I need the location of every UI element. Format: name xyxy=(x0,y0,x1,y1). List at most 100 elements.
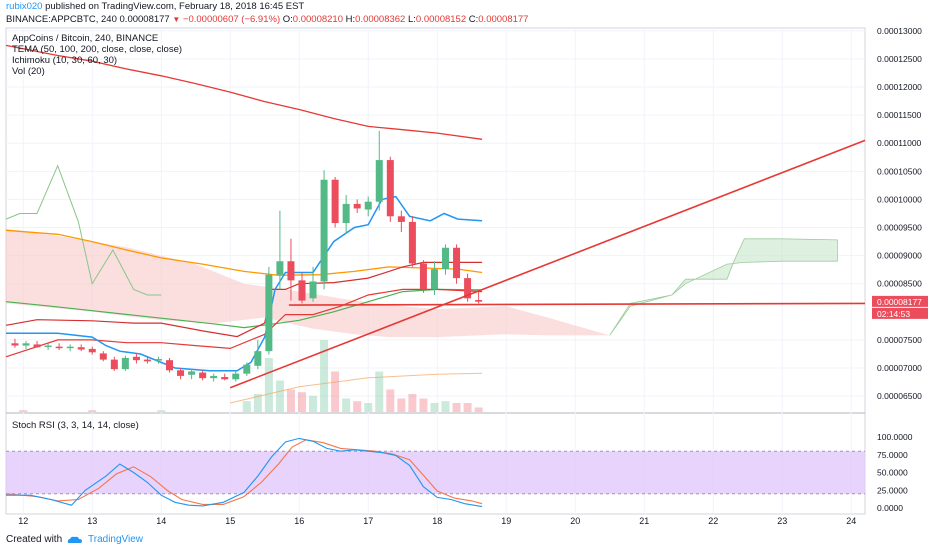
price-tick-label: 0.00011000 xyxy=(877,138,922,148)
ichimoku-cloud xyxy=(6,228,838,338)
candle-body xyxy=(386,160,394,217)
candle-body xyxy=(364,201,372,210)
time-axis[interactable]: 12 13 14 15 16 17 18 19 20 21 22 23 24 xyxy=(18,516,856,526)
volume-bar xyxy=(19,410,28,412)
ichimoku-lagging-line xyxy=(5,164,162,296)
legend-vol: Vol (20) xyxy=(12,66,45,77)
tema-mid-line xyxy=(5,229,483,276)
price-tick-label: 0.00007500 xyxy=(877,335,922,345)
stoch-k-line xyxy=(6,437,483,508)
candle-body xyxy=(11,343,19,346)
candle-body xyxy=(309,281,317,299)
down-arrow-icon: ▼ xyxy=(172,15,181,24)
price-tick-label: 0.00011500 xyxy=(877,110,922,120)
candle-body xyxy=(254,351,262,366)
time-tick-label: 21 xyxy=(639,516,649,526)
last-price-tag xyxy=(872,295,928,307)
candle-body xyxy=(430,269,438,290)
candle-body xyxy=(177,370,185,376)
high-label: H: xyxy=(345,14,356,25)
footer: Created with TradingView xyxy=(0,530,932,550)
candles xyxy=(11,130,483,382)
volume-bar xyxy=(386,389,395,412)
candle-body xyxy=(453,247,461,279)
price-tick-label: 0.00009000 xyxy=(877,251,922,261)
trend-line xyxy=(288,302,866,306)
candle-body xyxy=(110,359,118,370)
stoch-tick-label: 0.0000 xyxy=(877,503,903,513)
candle-body xyxy=(442,247,450,270)
volume-bar xyxy=(463,403,472,412)
countdown-tag-text: 02:14:53 xyxy=(877,309,910,319)
legend-title: AppCoins / Bitcoin, 240, BINANCE xyxy=(12,33,158,44)
candle-body xyxy=(276,261,284,275)
volume-bar xyxy=(157,410,166,412)
candle-body xyxy=(287,261,295,281)
countdown-tag xyxy=(872,307,928,319)
last-price: 0.00008177 xyxy=(119,14,170,25)
price-tick-label: 0.00010500 xyxy=(877,166,922,176)
volume-bar xyxy=(430,403,439,412)
volume-bar xyxy=(419,398,428,412)
stoch-tick-label: 25.0000 xyxy=(877,485,908,495)
author-link[interactable]: rubix020 xyxy=(6,1,43,12)
time-tick-label: 15 xyxy=(225,516,235,526)
time-tick-label: 13 xyxy=(87,516,97,526)
price-change: −0.00000607 (−6.91%) xyxy=(182,14,281,25)
volume-bar xyxy=(242,401,251,412)
time-tick-label: 20 xyxy=(570,516,580,526)
volume-bar xyxy=(297,392,306,412)
candle-body xyxy=(66,346,74,349)
cloud-bullish xyxy=(609,238,838,336)
publish-line: rubix020 published on TradingView.com, F… xyxy=(6,1,304,12)
candle-body xyxy=(243,364,251,374)
low-label: L: xyxy=(407,14,416,25)
time-tick-label: 18 xyxy=(432,516,442,526)
trend-line xyxy=(229,139,866,389)
trend-lines[interactable] xyxy=(229,139,866,389)
volume-bar xyxy=(320,340,329,412)
time-tick-label: 17 xyxy=(363,516,373,526)
candle-body xyxy=(342,203,350,224)
candle-body xyxy=(419,263,427,290)
price-tick-label: 0.00008500 xyxy=(877,279,922,289)
candle-body xyxy=(55,346,63,349)
ohlc-line: BINANCE:APPCBTC, 240 0.00008177 ▼ −0.000… xyxy=(6,14,528,25)
open-label: O: xyxy=(282,14,293,25)
open-value: 0.00008210 xyxy=(292,14,343,25)
high-value: 0.00008362 xyxy=(355,14,406,25)
candle-body xyxy=(397,216,405,222)
candle-body xyxy=(132,356,140,361)
volume-bar xyxy=(397,398,406,412)
close-value: 0.00008177 xyxy=(478,14,529,25)
volume-bar xyxy=(342,398,351,412)
price-tick-label: 0.00006500 xyxy=(877,391,922,401)
volume-bar xyxy=(441,401,450,412)
volume-bar xyxy=(264,358,273,412)
candle-body xyxy=(475,300,483,302)
tradingview-brand[interactable]: TradingView xyxy=(88,534,144,545)
volume-bar xyxy=(353,401,362,412)
candle-body xyxy=(22,343,30,346)
candle-body xyxy=(320,179,328,282)
price-tick-label: 0.00010000 xyxy=(877,194,922,204)
tema-slow-line xyxy=(5,44,483,140)
time-tick-label: 12 xyxy=(18,516,28,526)
candle-body xyxy=(265,274,273,352)
stoch-tick-label: 50.0000 xyxy=(877,468,908,478)
stoch-rsi-pane xyxy=(5,437,865,508)
volume-bar xyxy=(253,394,262,412)
candle-body xyxy=(375,160,383,202)
volume-bar xyxy=(364,403,373,412)
stoch-d-line xyxy=(5,439,483,505)
time-tick-label: 23 xyxy=(777,516,787,526)
candle-body xyxy=(199,372,207,379)
published-text: published on TradingView.com, February 1… xyxy=(45,1,305,12)
volume-bar xyxy=(275,380,284,412)
candle-body xyxy=(210,375,218,379)
volume-bar xyxy=(331,371,340,412)
price-axis[interactable]: 0.00013000 0.00012500 0.00012000 0.00011500… xyxy=(872,26,928,513)
close-label: C: xyxy=(468,14,479,25)
candle-body xyxy=(408,221,416,264)
